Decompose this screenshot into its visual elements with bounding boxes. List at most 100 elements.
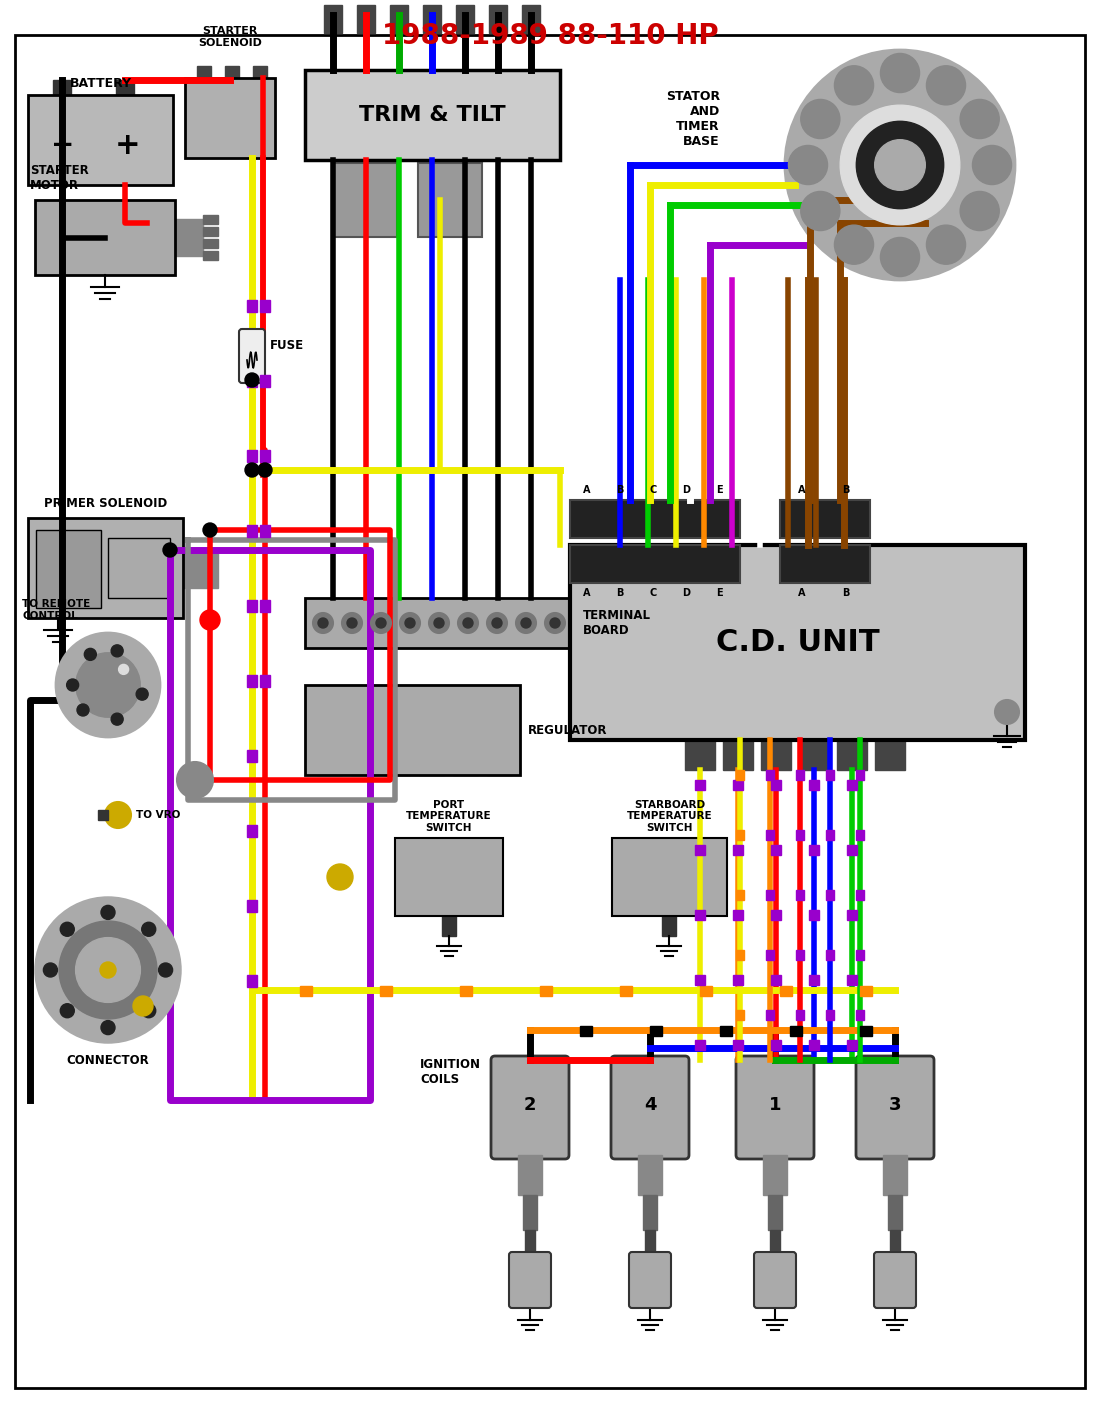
- Circle shape: [785, 51, 1015, 281]
- Circle shape: [60, 1003, 75, 1017]
- Bar: [763, 1155, 786, 1195]
- Bar: [580, 1026, 592, 1035]
- Circle shape: [59, 920, 157, 1019]
- Text: 2: 2: [524, 1096, 536, 1114]
- Bar: [837, 739, 867, 770]
- Bar: [766, 1010, 774, 1020]
- Bar: [525, 1230, 535, 1256]
- Circle shape: [458, 613, 478, 633]
- Bar: [695, 845, 705, 854]
- Bar: [204, 239, 218, 248]
- Bar: [796, 770, 804, 780]
- Bar: [379, 986, 392, 996]
- Text: A: A: [583, 485, 591, 495]
- Bar: [733, 845, 742, 854]
- Text: 3: 3: [889, 1096, 901, 1114]
- Bar: [226, 66, 239, 80]
- Bar: [733, 975, 742, 985]
- FancyBboxPatch shape: [754, 1251, 796, 1308]
- Circle shape: [544, 613, 565, 633]
- Circle shape: [163, 543, 177, 557]
- FancyBboxPatch shape: [239, 328, 265, 383]
- Text: B: B: [616, 485, 624, 495]
- Bar: [116, 80, 134, 98]
- Circle shape: [85, 648, 97, 661]
- Bar: [570, 544, 1025, 739]
- Bar: [419, 753, 444, 774]
- Bar: [395, 838, 503, 916]
- FancyBboxPatch shape: [610, 1056, 689, 1159]
- Bar: [736, 1010, 744, 1020]
- Bar: [358, 6, 375, 34]
- Bar: [826, 950, 834, 960]
- Bar: [248, 375, 257, 387]
- Bar: [260, 600, 270, 612]
- Bar: [260, 525, 270, 537]
- Bar: [522, 6, 540, 34]
- Text: C: C: [649, 485, 657, 495]
- Bar: [185, 79, 275, 159]
- Text: 1988-1989 88-110 HP: 1988-1989 88-110 HP: [382, 22, 718, 51]
- Circle shape: [101, 905, 116, 919]
- Bar: [53, 80, 72, 98]
- Text: TRIM & TILT: TRIM & TILT: [360, 105, 506, 125]
- Bar: [826, 890, 834, 899]
- Bar: [305, 598, 575, 648]
- Circle shape: [856, 121, 944, 209]
- Text: STARBOARD
TEMPERATURE
SWITCH: STARBOARD TEMPERATURE SWITCH: [627, 800, 713, 833]
- Bar: [35, 201, 175, 275]
- Text: 1: 1: [769, 1096, 781, 1114]
- Circle shape: [996, 700, 1019, 724]
- Bar: [847, 911, 857, 920]
- Text: PRIMER SOLENOID: PRIMER SOLENOID: [44, 497, 167, 511]
- Bar: [36, 530, 101, 607]
- Bar: [808, 911, 820, 920]
- Text: IGNITION
COILS: IGNITION COILS: [420, 1058, 481, 1086]
- Text: A: A: [799, 485, 805, 495]
- Text: +: +: [116, 130, 141, 160]
- Circle shape: [342, 613, 362, 633]
- Bar: [442, 916, 456, 936]
- Circle shape: [136, 687, 149, 700]
- Bar: [324, 6, 342, 34]
- Circle shape: [492, 617, 502, 629]
- Bar: [490, 6, 507, 34]
- Bar: [248, 675, 257, 687]
- Circle shape: [60, 922, 75, 936]
- Bar: [522, 1195, 537, 1230]
- Bar: [799, 739, 829, 770]
- Text: TO REMOTE
CONTROL: TO REMOTE CONTROL: [22, 599, 90, 622]
- Bar: [305, 685, 520, 774]
- Bar: [733, 1040, 742, 1049]
- Circle shape: [926, 66, 966, 105]
- Bar: [248, 975, 257, 986]
- Bar: [518, 1155, 542, 1195]
- Circle shape: [67, 679, 78, 692]
- Bar: [766, 770, 774, 780]
- Bar: [108, 537, 170, 598]
- Circle shape: [801, 100, 840, 139]
- Circle shape: [789, 146, 827, 185]
- Bar: [768, 1195, 782, 1230]
- Bar: [780, 544, 870, 584]
- Bar: [204, 215, 218, 224]
- Circle shape: [258, 463, 272, 477]
- Bar: [456, 6, 474, 34]
- Circle shape: [101, 1020, 116, 1034]
- FancyBboxPatch shape: [874, 1251, 916, 1308]
- Bar: [736, 831, 744, 840]
- Bar: [300, 986, 312, 996]
- Circle shape: [104, 803, 131, 828]
- Bar: [695, 1040, 705, 1049]
- Bar: [460, 986, 472, 996]
- Bar: [733, 911, 742, 920]
- Bar: [253, 66, 267, 80]
- Bar: [736, 890, 744, 899]
- Circle shape: [874, 140, 925, 191]
- Bar: [650, 1026, 662, 1035]
- Text: B: B: [843, 485, 849, 495]
- Bar: [700, 986, 712, 996]
- Circle shape: [56, 633, 160, 737]
- Circle shape: [926, 224, 966, 264]
- Bar: [826, 831, 834, 840]
